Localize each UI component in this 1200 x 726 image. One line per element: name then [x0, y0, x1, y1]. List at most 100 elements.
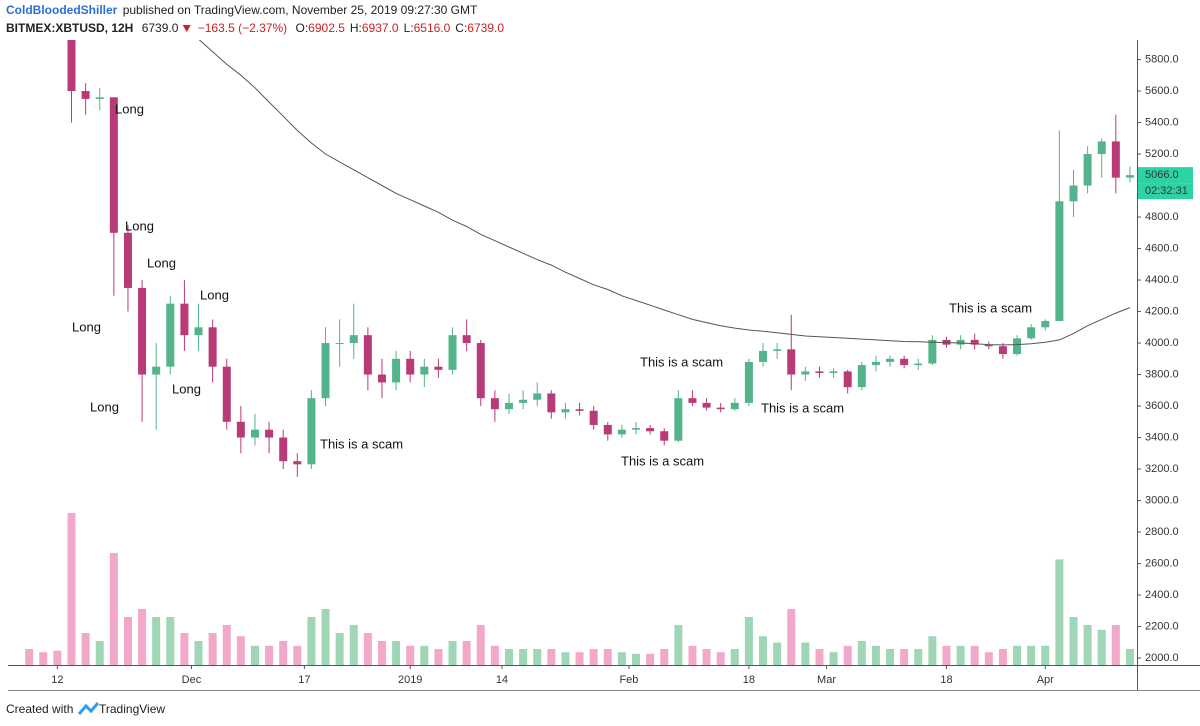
x-tick-label: Dec [182, 674, 202, 686]
volume-bar [123, 617, 132, 665]
y-tick-label: 3800.0 [1145, 368, 1179, 380]
candle-body [984, 344, 993, 347]
candle-body [759, 350, 768, 362]
volume-bar [787, 609, 796, 665]
volume-bar [632, 653, 641, 665]
volume-bar [25, 649, 34, 665]
candle-body [152, 366, 161, 375]
candle-body [279, 437, 288, 462]
volume-bar [81, 633, 90, 665]
candle-body [81, 91, 90, 99]
candle-body [307, 398, 316, 465]
volume-bar [660, 649, 669, 665]
candle-body [166, 303, 175, 367]
published: published on TradingView.com, November 2… [123, 3, 478, 17]
y-tick-label: 5800.0 [1145, 53, 1179, 65]
volume-bar [363, 633, 372, 665]
volume-bar [956, 645, 965, 665]
candle-body [1125, 175, 1134, 178]
candle-body [646, 428, 655, 432]
volume-bar [561, 652, 570, 665]
y-tick-label: 2800.0 [1145, 526, 1179, 538]
candle-body [900, 358, 909, 366]
candle-body [392, 358, 401, 383]
volume-bar [1083, 625, 1092, 665]
volume-bar [998, 649, 1007, 665]
volume-bar [984, 652, 993, 665]
candle-body [180, 303, 189, 336]
candle-body [871, 361, 880, 366]
volume-bar [377, 641, 386, 665]
x-tick-label: 12 [51, 674, 63, 686]
volume-bar [138, 609, 147, 665]
candle-body [95, 97, 104, 99]
candle-body [970, 339, 979, 345]
candle-body [956, 339, 965, 345]
volume-bar [321, 609, 330, 665]
volume-bar [1013, 645, 1022, 665]
candle-body [519, 399, 528, 403]
candle-body [829, 371, 838, 373]
volume-bar [871, 645, 880, 665]
price-badge-label: 5066.0 [1145, 169, 1179, 181]
volume-bar [67, 513, 76, 665]
volume-bar [589, 649, 598, 665]
annotation: This is a scam [640, 354, 723, 369]
volume-bar [829, 652, 838, 665]
candle-body [265, 429, 274, 438]
candle-body [857, 365, 866, 388]
y-tick-label: 3000.0 [1145, 494, 1179, 506]
x-tick-label: 2019 [398, 674, 422, 686]
y-tick-label: 4000.0 [1145, 337, 1179, 349]
volume-bar [617, 652, 626, 665]
volume-bar [166, 617, 175, 665]
candle-body [730, 402, 739, 410]
volume-bar [970, 645, 979, 665]
volume-bar [928, 636, 937, 665]
candle-body [886, 358, 895, 362]
author[interactable]: ColdBloodedShiller [6, 3, 118, 17]
candle-body [801, 371, 810, 375]
volume-bar [702, 649, 711, 665]
volume-bar [448, 641, 457, 665]
tradingview-logo [77, 702, 100, 715]
y-tick-label: 2000.0 [1145, 652, 1179, 664]
candle-body [476, 343, 485, 399]
volume-bar [1041, 645, 1050, 665]
volume-bar [815, 649, 824, 665]
volume-bar [490, 645, 499, 665]
y-tick-label: 3400.0 [1145, 431, 1179, 443]
volume-bar [1069, 617, 1078, 665]
volume-bar [1055, 559, 1064, 665]
candle-body [462, 335, 471, 344]
volume-bar [603, 649, 612, 665]
volume-bar [942, 645, 951, 665]
y-tick-label: 5400.0 [1145, 116, 1179, 128]
candle-body [914, 363, 923, 366]
ohlc-value: 6739.0 [467, 21, 504, 35]
candle-body [138, 287, 147, 375]
annotation: Long [90, 399, 119, 414]
volume-bar [194, 641, 203, 665]
volume-bar [1027, 645, 1036, 665]
candle-body [504, 402, 513, 410]
candle-body [744, 361, 753, 403]
volume-bar [533, 649, 542, 665]
volume-bar [1097, 629, 1106, 665]
candle-body [773, 349, 782, 351]
last-price: 6739.0 [142, 21, 179, 35]
volume-bar [900, 649, 909, 665]
ohlc-key: H: [350, 21, 362, 35]
x-tick-label: 14 [496, 674, 508, 686]
candle-body [363, 335, 372, 375]
volume-bar [716, 652, 725, 665]
volume-bar [53, 650, 62, 665]
volume-bar [688, 645, 697, 665]
down-arrow-icon [182, 25, 191, 32]
footer-brand[interactable]: TradingView [99, 702, 165, 716]
candle-body [109, 97, 118, 233]
annotation: Long [200, 287, 229, 302]
candle-body [928, 339, 937, 364]
